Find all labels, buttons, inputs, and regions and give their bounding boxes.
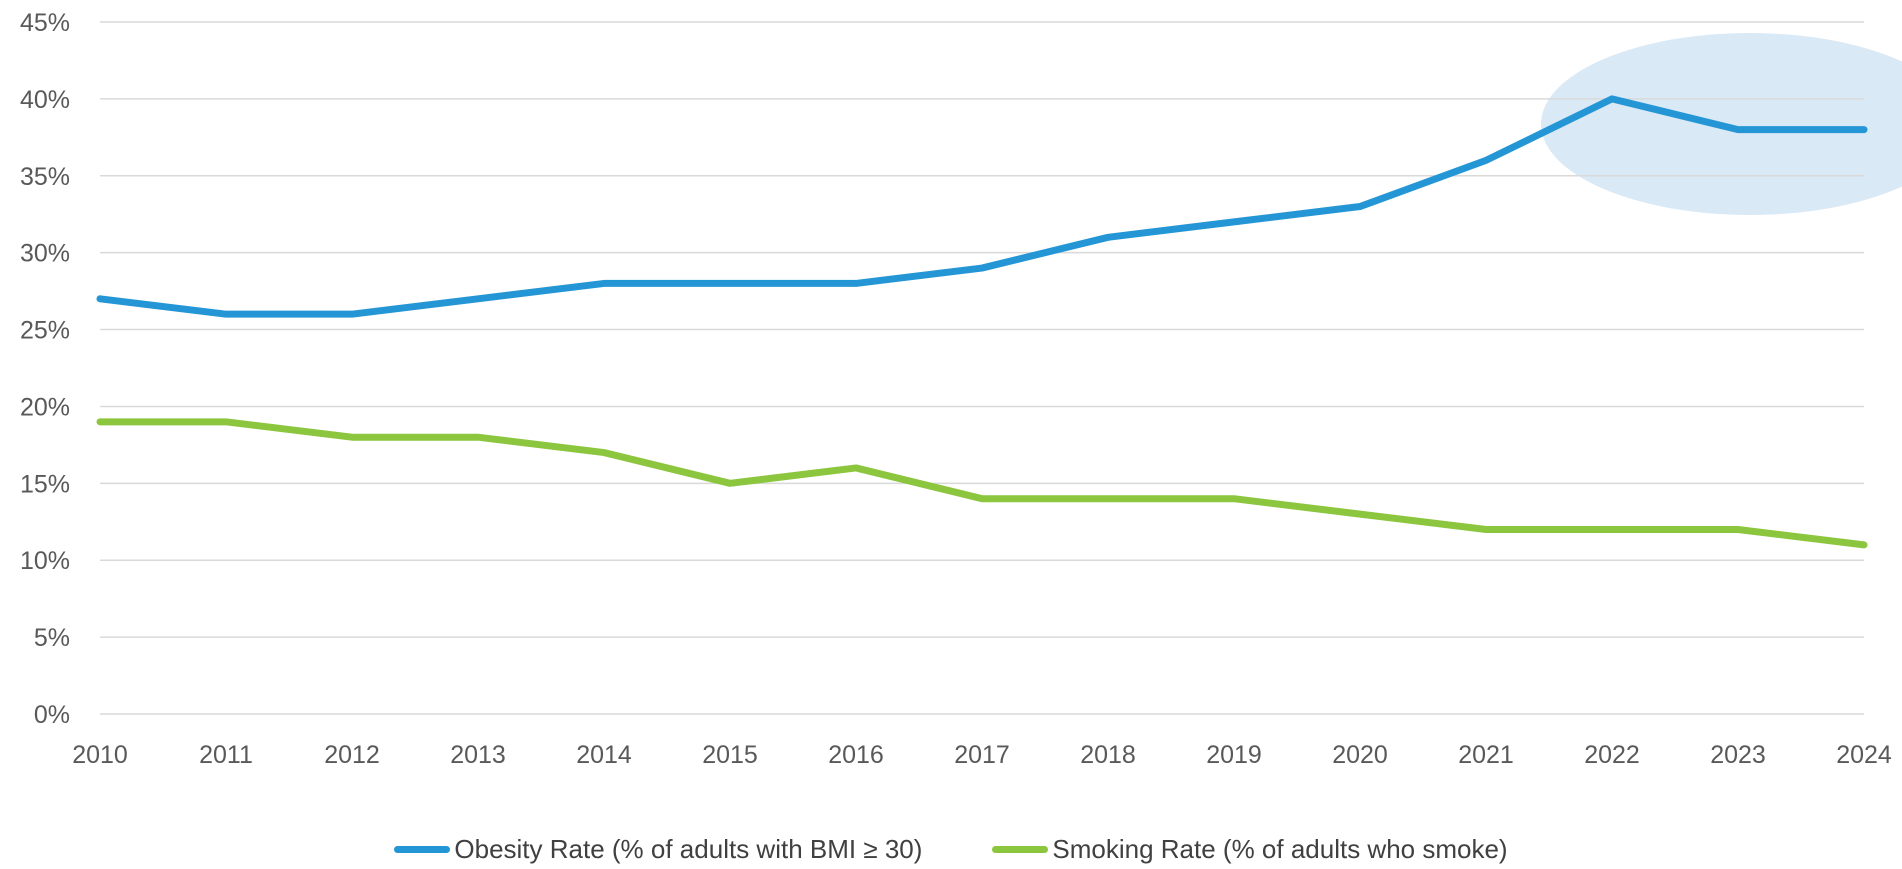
x-tick-label: 2011 (199, 741, 253, 769)
x-tick-label: 2013 (450, 741, 506, 769)
x-tick-label: 2015 (702, 741, 758, 769)
x-tick-label: 2010 (72, 741, 128, 769)
y-tick-label: 20% (20, 393, 70, 421)
x-tick-label: 2016 (828, 741, 884, 769)
legend-label-smoking: Smoking Rate (% of adults who smoke) (1052, 834, 1508, 864)
chart-legend: Obesity Rate (% of adults with BMI ≥ 30)… (0, 834, 1902, 865)
x-tick-label: 2023 (1710, 741, 1766, 769)
x-tick-label: 2022 (1584, 741, 1640, 769)
x-tick-label: 2012 (324, 741, 380, 769)
y-tick-label: 25% (20, 317, 70, 345)
x-tick-label: 2019 (1206, 741, 1262, 769)
x-tick-label: 2020 (1332, 741, 1388, 769)
y-tick-label: 35% (20, 163, 70, 191)
legend-swatch-smoking (992, 846, 1049, 853)
legend-item-smoking: Smoking Rate (% of adults who smoke) (992, 834, 1508, 865)
y-tick-label: 0% (34, 701, 70, 729)
y-tick-label: 45% (20, 9, 70, 37)
legend-item-obesity: Obesity Rate (% of adults with BMI ≥ 30) (394, 834, 922, 865)
x-tick-label: 2017 (954, 741, 1010, 769)
x-tick-label: 2021 (1458, 741, 1514, 769)
x-tick-label: 2018 (1080, 741, 1136, 769)
y-tick-label: 5% (34, 624, 70, 652)
x-tick-label: 2014 (576, 741, 632, 769)
y-tick-label: 15% (20, 470, 70, 498)
x-tick-label: 2024 (1836, 741, 1892, 769)
legend-swatch-obesity (394, 846, 451, 853)
y-tick-label: 30% (20, 240, 70, 268)
y-tick-label: 40% (20, 86, 70, 114)
legend-label-obesity: Obesity Rate (% of adults with BMI ≥ 30) (454, 834, 923, 864)
y-tick-label: 10% (20, 547, 70, 575)
